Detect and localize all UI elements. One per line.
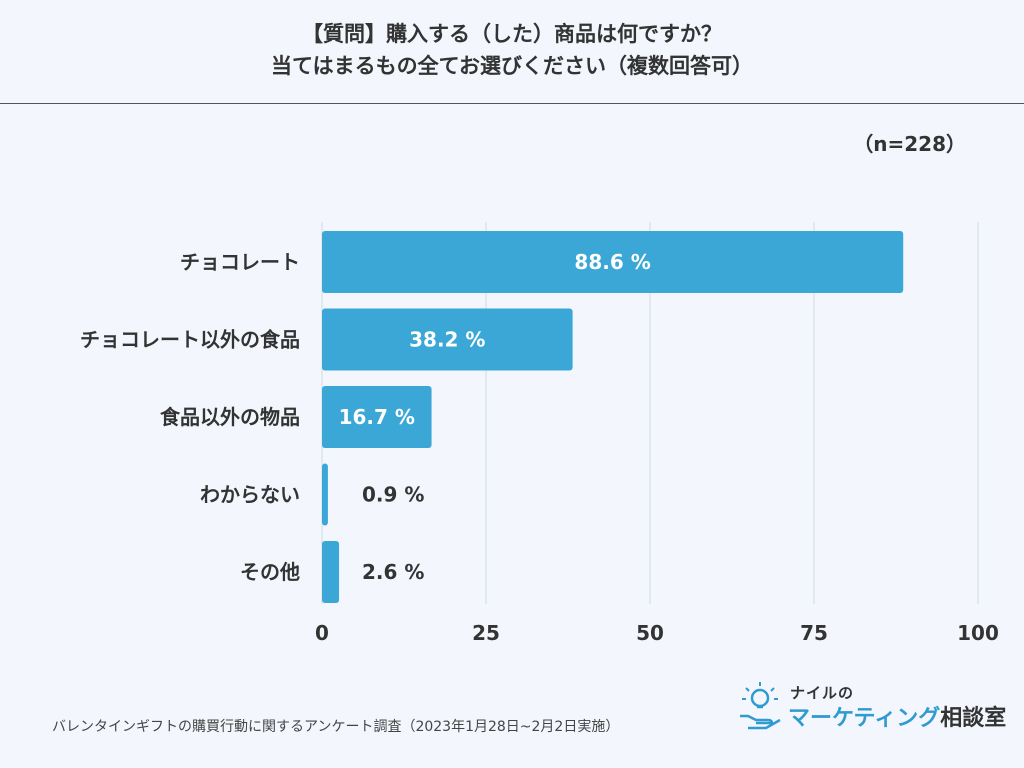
brand-logo: ナイルの マーケティング相談室 [736, 680, 1006, 740]
logo-wordmark-rest: 相談室 [940, 706, 1007, 731]
data-label: 16.7 % [339, 405, 415, 429]
logo-wordmark: マーケティング相談室 [788, 700, 1006, 732]
title-line-2: 当てはまるもの全てお選びください（複数回答可） [271, 54, 753, 78]
bar [322, 308, 573, 371]
x-tick-label: 100 [957, 621, 999, 645]
chart-title: 【質問】購入する（した）商品は何ですか？ 当てはまるもの全てお選びください（複数… [0, 18, 1024, 82]
bar [322, 386, 432, 448]
data-label: 0.9 % [362, 483, 424, 507]
data-label: 2.6 % [362, 560, 424, 584]
survey-footnote: バレンタインギフトの購買行動に関するアンケート調査（2023年1月28日~2月2… [52, 719, 620, 735]
x-tick-label: 0 [315, 621, 329, 645]
lightbulb-hand-icon [740, 682, 781, 730]
title-line-1: 【質問】購入する（した）商品は何ですか？ [302, 22, 722, 46]
category-label: わからない [200, 483, 300, 507]
x-tick-label: 50 [636, 621, 664, 645]
title-divider [0, 103, 1024, 104]
category-label: チョコレート [180, 250, 300, 274]
x-tick-label: 75 [800, 621, 828, 645]
bar [322, 541, 340, 603]
logo-subtitle: ナイルの [790, 684, 855, 702]
data-label: 38.2 % [409, 328, 485, 352]
sample-size-label: （n=228） [853, 132, 966, 156]
category-label: その他 [240, 560, 300, 584]
category-label: チョコレート以外の食品 [80, 328, 300, 352]
x-tick-label: 25 [472, 621, 500, 645]
bar [322, 463, 328, 526]
bar [322, 231, 904, 293]
category-label: 食品以外の物品 [160, 405, 300, 429]
data-label: 88.6 % [574, 250, 650, 274]
logo-wordmark-accent: マーケティング [788, 706, 941, 731]
